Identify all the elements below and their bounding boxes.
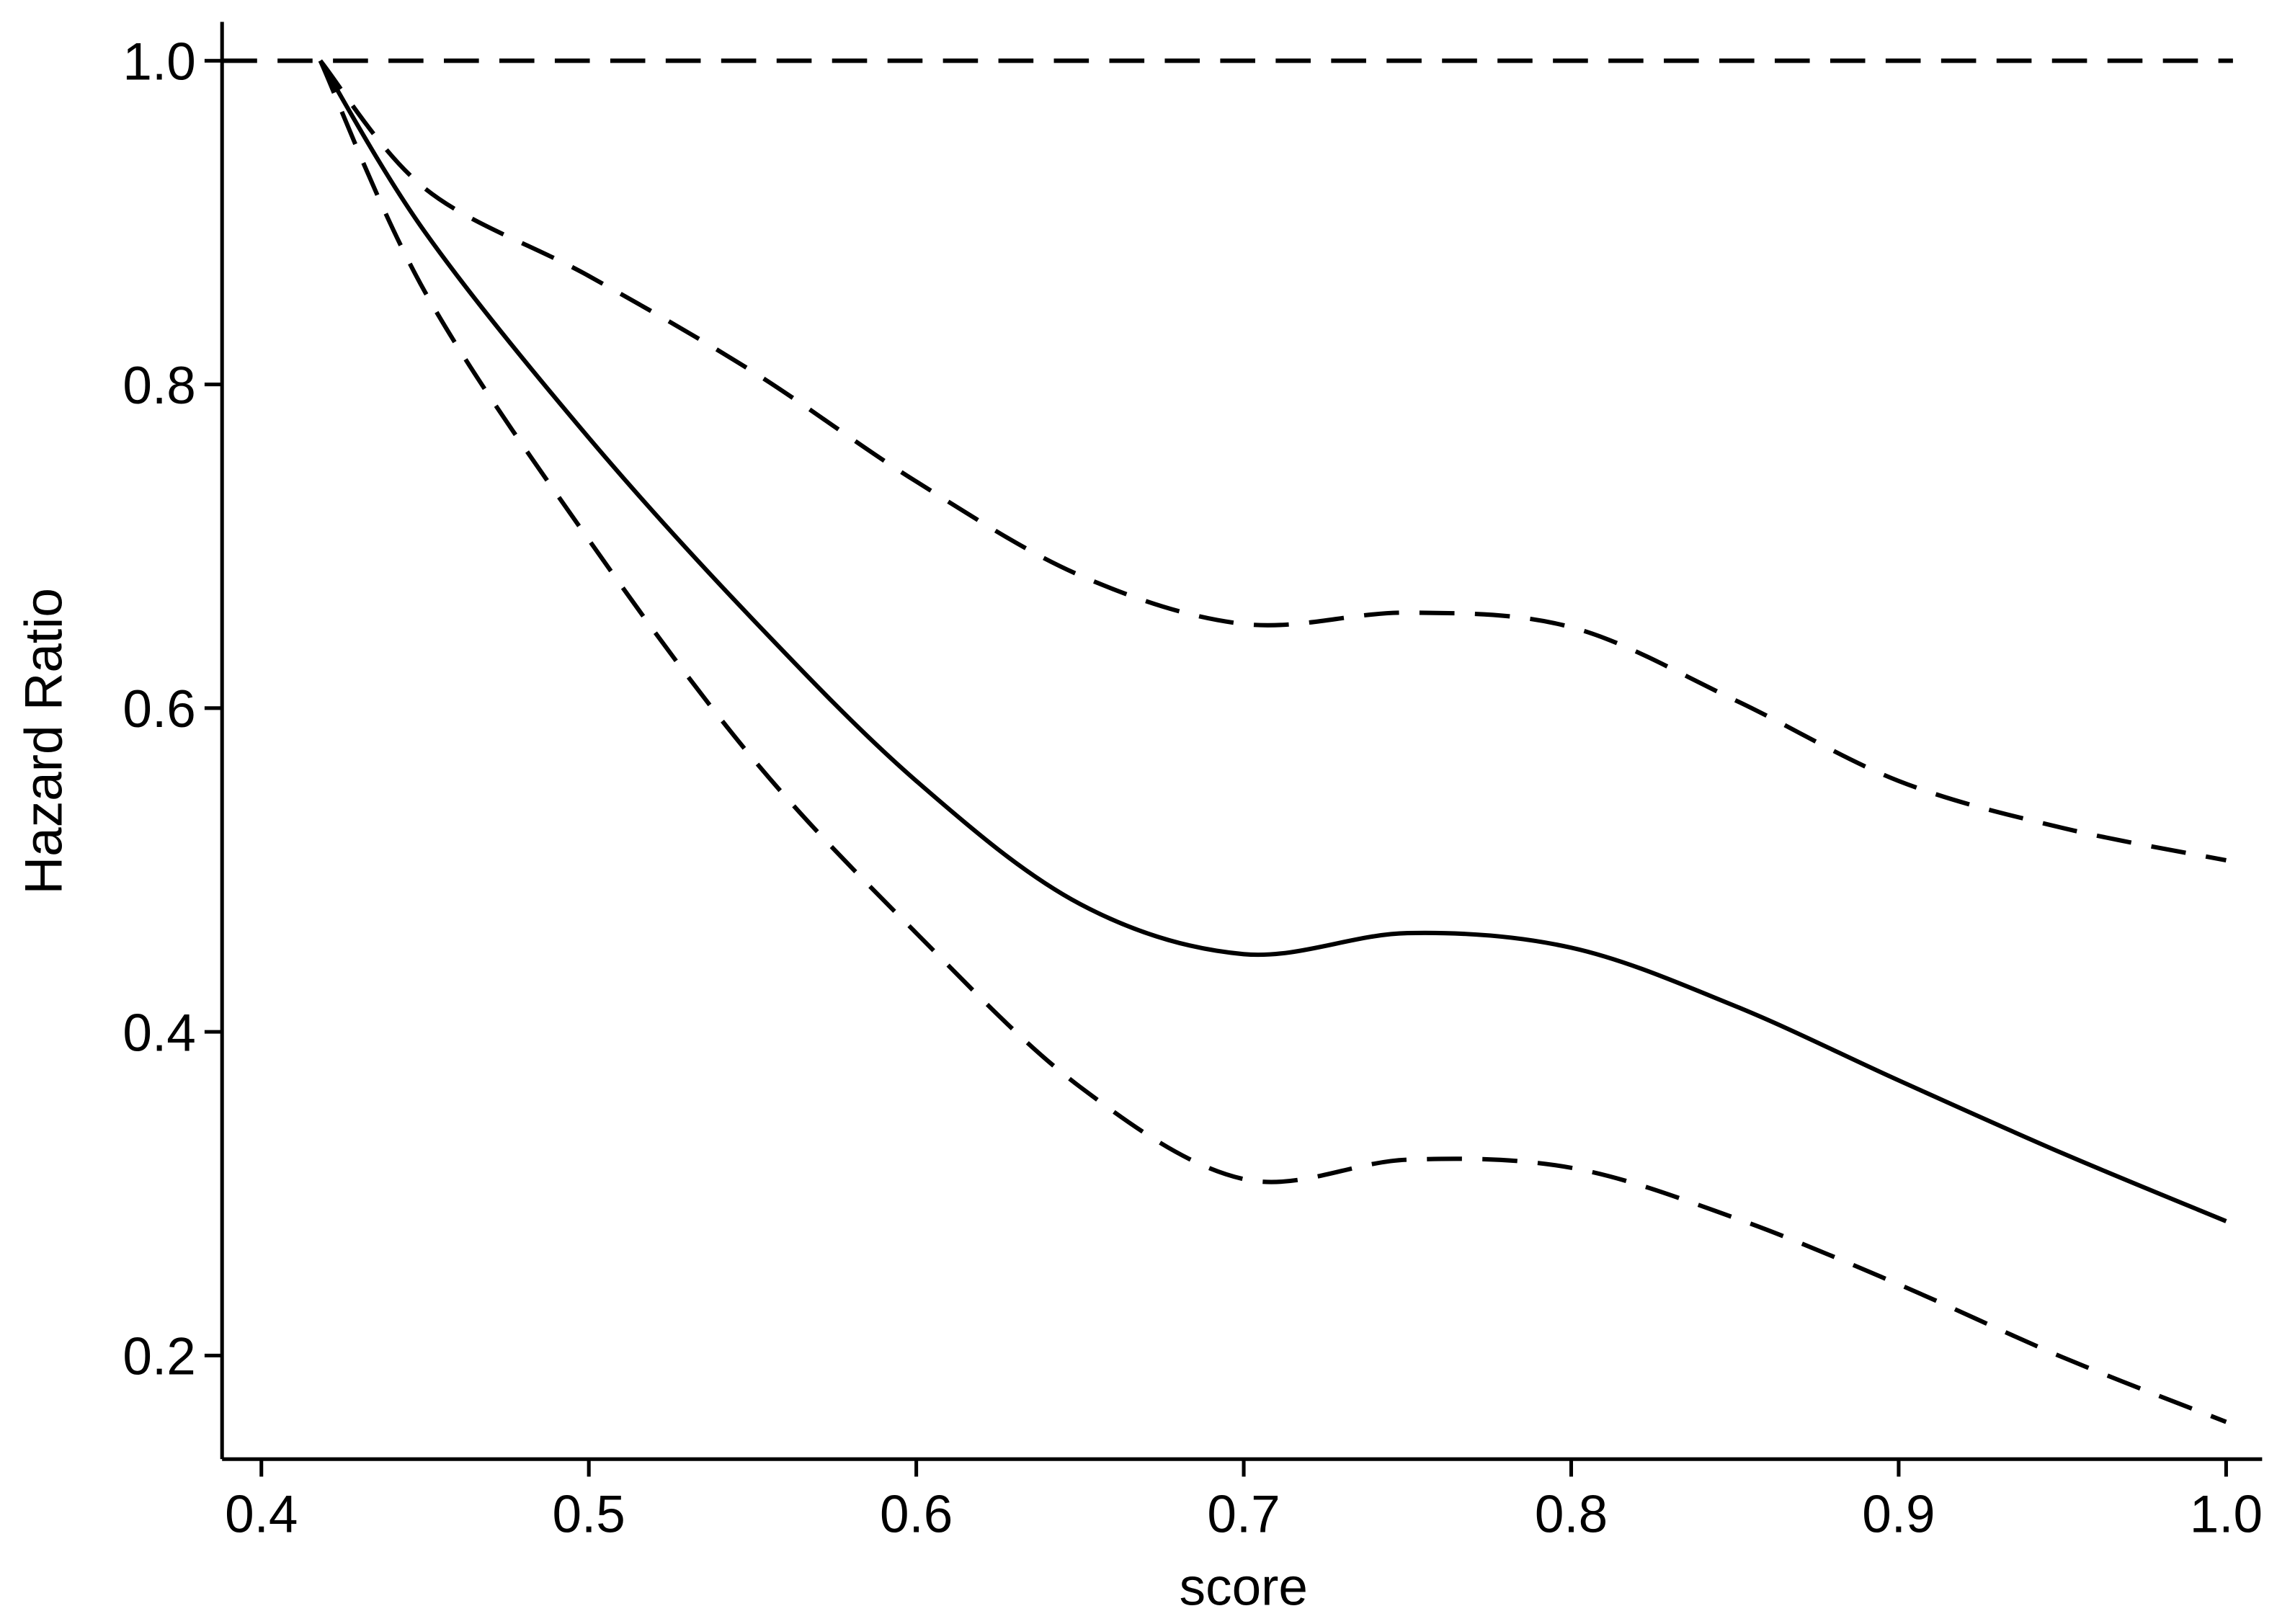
x-tick-label: 0.6: [880, 1485, 953, 1543]
y-tick-label: 0.6: [122, 680, 195, 739]
x-axis-label: score: [1180, 1558, 1308, 1617]
x-tick-label: 1.0: [2190, 1485, 2263, 1543]
y-tick-label: 0.4: [122, 1004, 195, 1062]
series-line: [318, 60, 2227, 1424]
series-line: [318, 59, 2227, 862]
y-tick-label: 1.0: [122, 33, 195, 92]
y-tick-label: 0.2: [122, 1328, 195, 1386]
x-tick-label: 0.4: [225, 1485, 298, 1543]
x-tick-label: 0.7: [1207, 1485, 1280, 1543]
x-tick-label: 0.9: [1862, 1485, 1935, 1543]
x-tick-label: 0.8: [1535, 1485, 1608, 1543]
x-tick-label: 0.5: [553, 1485, 625, 1543]
y-tick-label: 0.8: [122, 357, 195, 415]
y-axis-label: Hazard Ratio: [14, 588, 73, 894]
series-line: [318, 59, 2227, 1223]
